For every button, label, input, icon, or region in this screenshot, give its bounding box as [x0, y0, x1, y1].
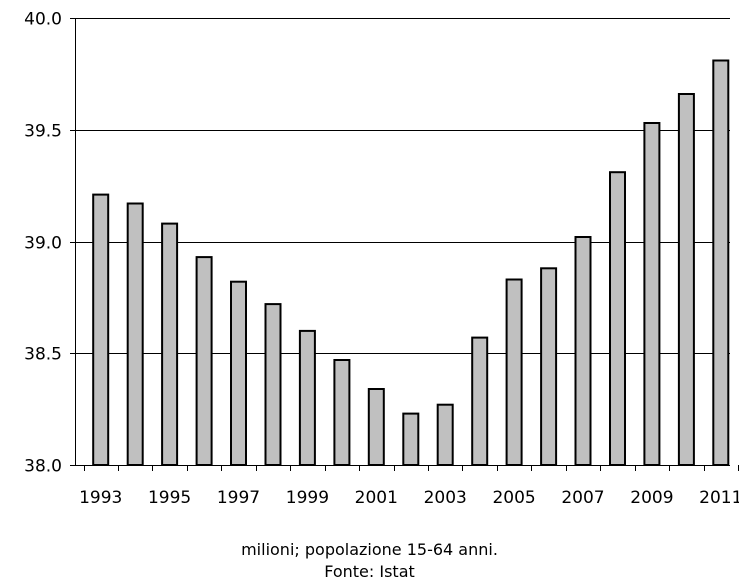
bar-1998 — [264, 303, 282, 466]
bar-2009 — [643, 122, 661, 466]
x-tick-label: 2003 — [424, 488, 467, 508]
bar-1997 — [230, 280, 247, 467]
x-tick-label: 1995 — [148, 488, 191, 508]
bar-2001 — [367, 388, 385, 466]
y-tick-label: 38.0 — [24, 457, 62, 477]
tick-labels: 38.0 38.5 39.0 39.5 40.0 1993 1995 1997 1999 2001… — [24, 10, 739, 509]
bar-2008 — [609, 171, 626, 466]
bar-1996 — [195, 256, 213, 466]
x-tick-label: 2001 — [355, 488, 398, 508]
bar-2005 — [505, 278, 523, 466]
x-tick-label: 2009 — [630, 488, 673, 508]
bar-2010 — [677, 93, 695, 466]
y-tick-label: 40.0 — [24, 10, 62, 30]
x-tick-label: 2005 — [492, 488, 535, 508]
x-tick-label: 1993 — [79, 488, 122, 508]
bar-2006 — [540, 267, 558, 466]
x-tick-label: 2011 — [699, 488, 739, 508]
bars — [92, 59, 730, 467]
x-tick-label: 1999 — [286, 488, 329, 508]
bar-2004 — [471, 336, 489, 467]
y-tick-label: 38.5 — [24, 345, 62, 365]
bar-1999 — [298, 329, 316, 466]
bar-1994 — [126, 202, 144, 466]
bar-1995 — [161, 222, 179, 466]
axes — [70, 18, 739, 471]
y-tick-label: 39.0 — [24, 234, 62, 254]
x-tick-label: 2007 — [561, 488, 604, 508]
bar-2007 — [574, 236, 592, 466]
bar-2000 — [333, 359, 351, 466]
x-tick-label: 1997 — [217, 488, 260, 508]
chart-caption-units: milioni; popolazione 15-64 anni. — [241, 540, 498, 559]
bar-1993 — [92, 193, 110, 466]
chart-caption-source: Fonte: Istat — [324, 562, 415, 581]
bar-2003 — [436, 403, 454, 467]
bar-2002 — [402, 412, 420, 467]
bar-2011 — [712, 59, 730, 466]
y-tick-label: 39.5 — [24, 122, 62, 142]
